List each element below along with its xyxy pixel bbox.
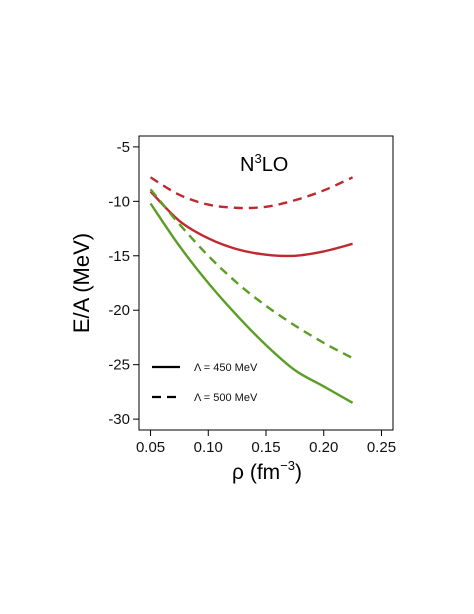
y-tick-label: -10 bbox=[108, 193, 130, 210]
legend-label-450: Λ = 450 MeV bbox=[194, 362, 258, 374]
legend: Λ = 450 MeV Λ = 500 MeV bbox=[152, 362, 258, 404]
series-line-4 bbox=[149, 188, 354, 360]
legend-label-500: Λ = 500 MeV bbox=[194, 392, 258, 404]
x-tick-label: 0.15 bbox=[251, 439, 280, 456]
y-axis-label: E/A (MeV) bbox=[69, 233, 94, 333]
y-tick-label: -30 bbox=[108, 411, 130, 428]
chart-title-superscript: 3 bbox=[254, 151, 261, 166]
x-tick-label: 0.25 bbox=[367, 439, 396, 456]
x-axis-label-exponent: −3 bbox=[280, 458, 295, 473]
x-tick-label: 0.10 bbox=[194, 439, 223, 456]
series-layer bbox=[149, 176, 354, 404]
y-tick-label: -5 bbox=[117, 139, 130, 156]
ticks-layer: 0.05 0.10 0.15 0.20 0.25 -30 -25 -20 -15 -10 -5 bbox=[108, 139, 396, 456]
plot-frame bbox=[138, 135, 394, 431]
x-axis-label: ρ (fm−3) bbox=[232, 458, 302, 484]
x-tick-label: 0.20 bbox=[309, 439, 338, 456]
y-tick-label: -20 bbox=[108, 302, 130, 319]
series-line-3 bbox=[149, 202, 354, 404]
x-tick-label: 0.05 bbox=[136, 439, 165, 456]
series-line-1 bbox=[149, 190, 353, 258]
chart-title: N3LO bbox=[240, 151, 288, 176]
y-tick-label: -25 bbox=[108, 357, 130, 374]
y-tick-label: -15 bbox=[108, 248, 130, 265]
series-line-2 bbox=[149, 176, 354, 210]
